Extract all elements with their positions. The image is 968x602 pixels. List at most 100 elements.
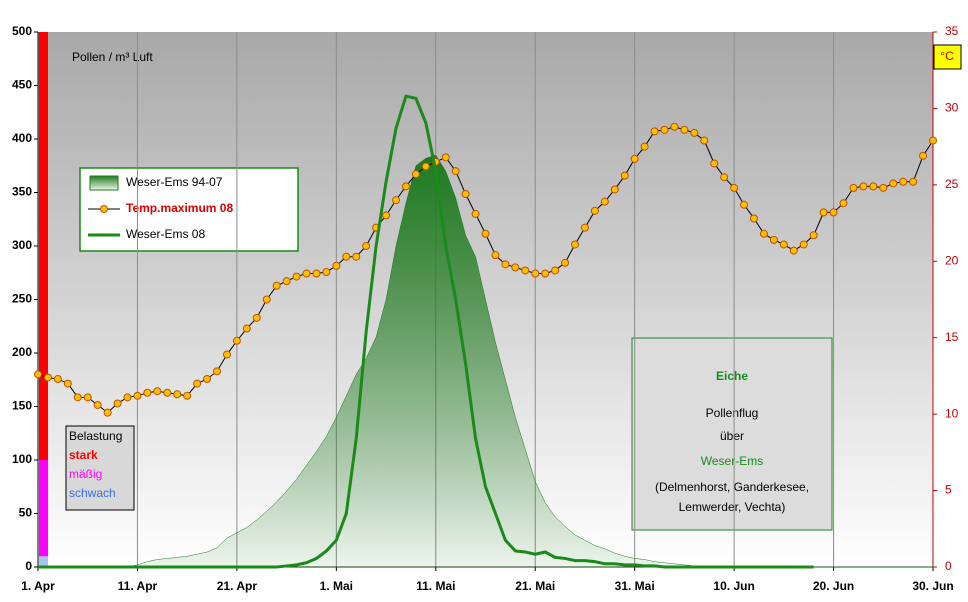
marker — [382, 211, 391, 220]
marker — [710, 159, 719, 168]
marker — [332, 261, 341, 270]
marker — [720, 173, 729, 182]
marker — [242, 324, 251, 333]
marker — [630, 154, 639, 163]
marker — [252, 313, 261, 322]
y-tick-label: 50 — [19, 506, 33, 520]
y-tick-label: 450 — [12, 78, 32, 92]
y-tick-label: 250 — [12, 292, 32, 306]
marker — [700, 136, 709, 145]
marker — [113, 399, 122, 408]
marker — [690, 128, 699, 137]
marker — [759, 229, 768, 238]
marker — [83, 393, 92, 402]
marker — [53, 374, 62, 383]
load-legend-box — [65, 425, 135, 511]
marker — [600, 197, 609, 206]
marker — [640, 142, 649, 151]
marker — [799, 240, 808, 249]
marker — [322, 267, 331, 276]
y2-tick-label: 30 — [945, 101, 959, 115]
marker — [740, 200, 749, 209]
x-tick-label: 11. Mai — [416, 579, 455, 593]
unit-box — [933, 44, 962, 70]
legend-marker — [100, 205, 108, 213]
x-tick-label: 10. Jun — [713, 579, 754, 593]
marker — [143, 388, 152, 397]
y-tick-label: 0 — [25, 559, 32, 573]
marker — [809, 231, 818, 240]
marker — [441, 153, 450, 162]
marker — [362, 242, 371, 250]
marker — [551, 266, 560, 275]
marker — [750, 214, 758, 223]
y-tick-label: 150 — [12, 399, 32, 413]
line — [38, 94, 814, 569]
marker — [342, 252, 351, 261]
info-box-frame — [631, 337, 833, 531]
marker — [769, 235, 778, 244]
info-box: Eiche Pollenflug über Weser-Ems (Delmenhorst… — [631, 337, 833, 531]
load-segment — [39, 460, 48, 557]
marker — [43, 373, 52, 382]
marker — [133, 391, 142, 400]
y2-tick-label: 20 — [945, 253, 959, 267]
marker — [889, 179, 898, 188]
load-legend-label: stark — [69, 448, 98, 462]
marker — [312, 269, 321, 278]
info-line: (Delmenhorst, Ganderkesee, — [655, 480, 809, 494]
y2-tick-label: 15 — [945, 330, 959, 344]
marker — [401, 182, 410, 191]
marker — [929, 136, 937, 145]
marker — [481, 229, 490, 238]
load-legend-label: schwach — [69, 486, 116, 500]
marker — [919, 151, 928, 160]
marker — [173, 390, 182, 399]
marker — [352, 252, 361, 261]
marker — [222, 350, 231, 359]
marker — [411, 170, 420, 179]
marker — [213, 367, 221, 376]
y2-tick-label: 35 — [945, 24, 959, 38]
marker — [123, 393, 132, 402]
marker — [501, 260, 510, 269]
marker — [779, 240, 788, 249]
marker — [272, 281, 281, 290]
y-tick-label: 200 — [12, 345, 32, 359]
marker — [93, 400, 102, 409]
marker — [163, 388, 172, 397]
marker — [730, 183, 739, 192]
y-tick-label: 350 — [12, 185, 32, 199]
legend-label: Weser-Ems 94-07 — [126, 175, 223, 189]
marker — [461, 190, 470, 199]
info-line: über — [720, 429, 744, 443]
info-title: Eiche — [716, 369, 748, 383]
legend: Weser-Ems 94-07 Temp.maximum 08 Weser-Ems … — [79, 167, 299, 252]
y-tick-label: 400 — [12, 131, 32, 145]
marker — [909, 177, 918, 186]
x-tick-label: 1. Apr — [21, 579, 55, 593]
legend-swatch — [89, 175, 119, 191]
marker — [610, 185, 619, 194]
marker — [531, 269, 540, 278]
y2-tick-label: 10 — [945, 406, 959, 420]
marker — [541, 269, 550, 278]
load-legend: Belastung schwach mäßig stark — [65, 425, 135, 511]
y-tick-label: 300 — [12, 238, 32, 252]
marker — [680, 125, 689, 134]
marker — [451, 167, 460, 176]
marker — [869, 182, 878, 191]
x-tick-label: 1. Mai — [320, 579, 353, 593]
marker — [670, 122, 679, 131]
marker — [899, 177, 908, 186]
marker — [421, 162, 430, 171]
marker — [590, 206, 599, 215]
marker — [829, 208, 838, 217]
marker — [511, 263, 520, 272]
info-line: Pollenflug — [706, 406, 759, 420]
x-tick-label: 20. Jun — [813, 579, 854, 593]
marker — [660, 125, 669, 134]
y-axis-label: Pollen / m³ Luft — [72, 50, 153, 64]
y2-tick-label: 25 — [945, 177, 959, 191]
